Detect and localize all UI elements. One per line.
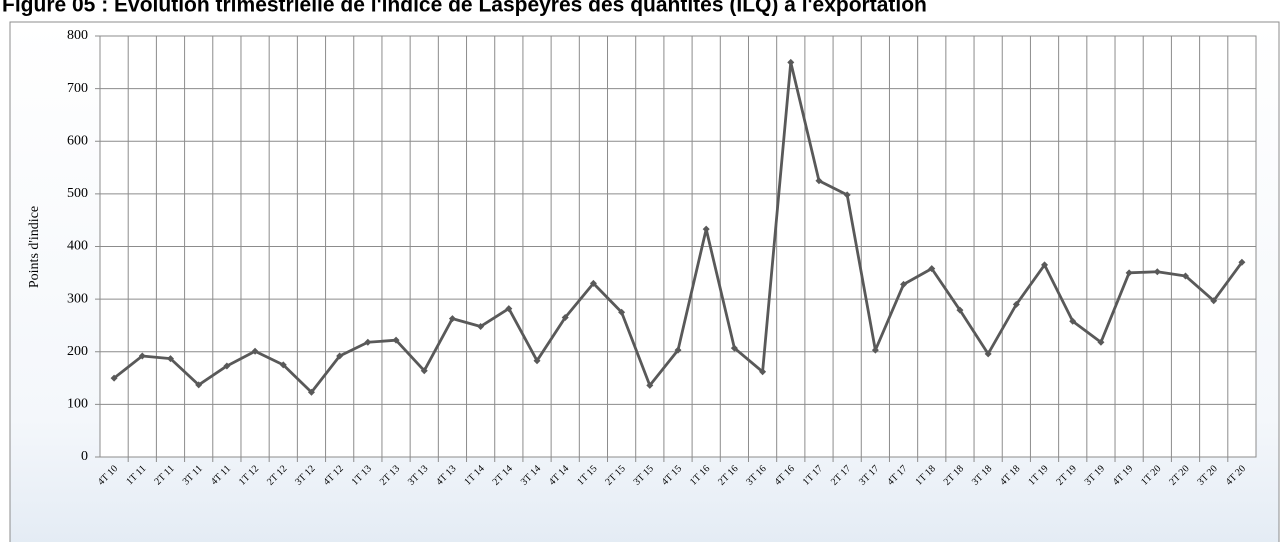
chart-title: Figure 05 : Evolution trimestrielle de l…: [2, 0, 927, 17]
data-point: [195, 381, 203, 389]
data-point: [138, 352, 146, 360]
data-point: [984, 350, 992, 358]
y-tick-label: 400: [67, 239, 88, 254]
y-tick-label: 200: [67, 344, 88, 359]
data-point: [1238, 258, 1246, 266]
data-point: [1069, 317, 1077, 325]
data-point: [336, 352, 344, 360]
data-point: [956, 306, 964, 314]
data-point: [223, 362, 231, 370]
data-point: [505, 305, 513, 313]
data-point: [646, 381, 654, 389]
data-point: [815, 177, 823, 185]
data-point: [364, 338, 372, 346]
y-tick-label: 500: [67, 186, 88, 201]
data-point: [279, 361, 287, 369]
y-axis-label: Points d'indice: [27, 206, 42, 288]
data-point: [900, 280, 908, 288]
data-point: [787, 58, 795, 66]
data-point: [448, 315, 456, 323]
data-point: [420, 367, 428, 375]
data-point: [307, 388, 315, 396]
data-point: [166, 355, 174, 363]
data-point: [251, 347, 259, 355]
data-point: [1210, 297, 1218, 305]
data-point: [589, 279, 597, 287]
data-point: [1153, 268, 1161, 276]
data-point: [871, 346, 879, 354]
data-point: [533, 357, 541, 365]
data-point: [928, 265, 936, 273]
data-point: [561, 314, 569, 322]
data-point: [1182, 272, 1190, 280]
data-point: [392, 336, 400, 344]
y-tick-label: 800: [67, 28, 88, 43]
y-tick-label: 700: [67, 81, 88, 96]
data-point: [477, 322, 485, 330]
y-tick-label: 600: [67, 133, 88, 148]
data-point: [674, 346, 682, 354]
data-point: [1097, 338, 1105, 346]
data-point: [1125, 269, 1133, 277]
data-point: [730, 344, 738, 352]
y-tick-label: 300: [67, 291, 88, 306]
data-point: [702, 225, 710, 233]
data-point: [110, 374, 118, 382]
data-point: [618, 308, 626, 316]
data-point: [759, 368, 767, 376]
y-tick-label: 0: [81, 449, 88, 464]
data-point: [1041, 261, 1049, 269]
data-point: [843, 191, 851, 199]
data-point: [1012, 300, 1020, 308]
y-tick-label: 100: [67, 397, 88, 412]
